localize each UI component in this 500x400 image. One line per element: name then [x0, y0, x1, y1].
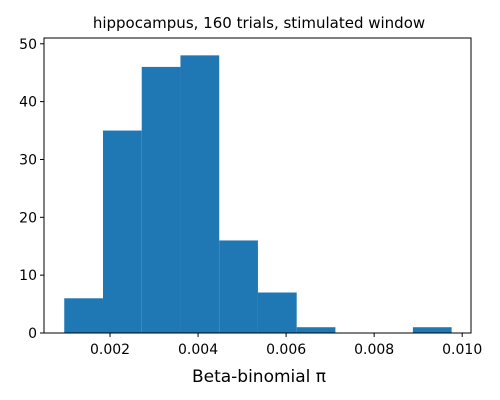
histogram-bar	[296, 327, 336, 333]
y-tick-label: 50	[19, 37, 37, 53]
x-tick-label: 0.002	[90, 342, 130, 358]
histogram-bar	[219, 240, 258, 333]
y-tick-label: 40	[19, 95, 37, 111]
x-tick-label: 0.008	[354, 342, 394, 358]
y-tick-label: 30	[19, 152, 37, 168]
histogram-bar	[102, 130, 142, 333]
histogram-bar	[64, 298, 103, 333]
x-tick-label: 0.010	[442, 342, 482, 358]
x-tick-label: 0.004	[178, 342, 218, 358]
histogram-bar	[257, 292, 297, 333]
histogram-bar	[141, 66, 181, 333]
x-axis-label: Beta-binomial π	[192, 367, 326, 387]
plot-frame	[43, 37, 472, 334]
x-axis-ticks: 0.002 0.004 0.006 0.008 0.010	[90, 333, 482, 358]
histogram-bar	[412, 327, 452, 333]
y-tick-label: 20	[19, 210, 37, 226]
y-axis-ticks: 0 10 20 30 40 50	[19, 37, 44, 342]
x-tick-label: 0.006	[266, 342, 306, 358]
histogram-bar	[180, 55, 220, 334]
y-tick-label: 10	[19, 268, 37, 284]
histogram-bars	[64, 55, 452, 334]
y-tick-label: 0	[28, 326, 37, 342]
chart-title: hippocampus, 160 trials, stimulated wind…	[93, 14, 425, 32]
